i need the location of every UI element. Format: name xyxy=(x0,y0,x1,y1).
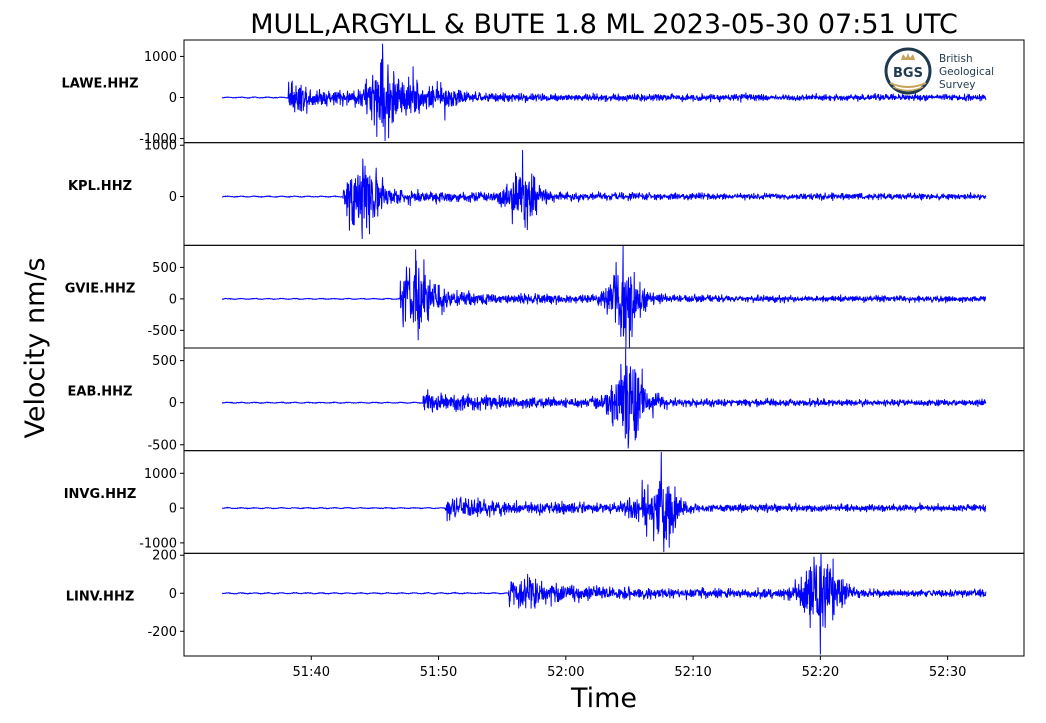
station-label: EAB.HHZ xyxy=(68,384,133,399)
station-label: GVIE.HHZ xyxy=(65,282,136,297)
panel-invg-hhz: INVG.HHZ 1000 0 -1000 xyxy=(64,450,1025,554)
y-tick-label: 1000 xyxy=(144,139,177,154)
x-tick-label: 51:50 xyxy=(420,665,457,680)
x-axis-label: Time xyxy=(570,683,637,714)
y-tick-label: 500 xyxy=(152,354,177,369)
logo-line-1: British xyxy=(939,53,973,65)
logo-arc xyxy=(889,82,927,88)
bgs-logo: BGS British Geological Survey xyxy=(884,47,994,95)
waveform-trace xyxy=(221,245,986,348)
waveform-trace xyxy=(221,553,987,655)
x-tick-label: 52:00 xyxy=(547,665,584,680)
logo-mark: BGS xyxy=(893,66,923,81)
logo-line-3: Survey xyxy=(939,79,976,91)
y-axis-label: Velocity nm/s xyxy=(20,257,51,438)
y-tick-label: -1000 xyxy=(139,132,177,147)
station-label: KPL.HHZ xyxy=(68,179,132,194)
panel-linv-hhz: LINV.HHZ 200 0 -200 xyxy=(66,549,1025,657)
logo-ring xyxy=(884,47,932,95)
y-tick-label: 1000 xyxy=(144,467,177,482)
x-tick-label: 52:20 xyxy=(802,665,839,680)
seismogram-panels: LAWE.HHZ 1000 0 -1000 KPL.HHZ 1000 0 GVIE.HHZ 50… xyxy=(61,39,1025,657)
waveform-trace xyxy=(221,149,987,240)
y-tick-label: -1000 xyxy=(139,536,177,551)
panel-lawe-hhz: LAWE.HHZ 1000 0 -1000 xyxy=(61,39,1025,147)
crown-icon xyxy=(901,53,915,60)
logo-line-2: Geological xyxy=(939,66,994,78)
y-tick-label: 500 xyxy=(152,261,177,276)
station-label: INVG.HHZ xyxy=(64,487,137,502)
logo-arc-2 xyxy=(892,86,924,92)
y-tick-label: 0 xyxy=(169,396,177,411)
waveform-trace xyxy=(221,348,987,449)
y-tick-label: 0 xyxy=(169,91,177,106)
chart-title: MULL,ARGYLL & BUTE 1.8 ML 2023-05-30 07:… xyxy=(250,9,958,40)
panel-frame xyxy=(183,552,1025,657)
panel-gvie-hhz: GVIE.HHZ 500 0 -500 xyxy=(65,244,1025,349)
panel-eab-hhz: EAB.HHZ 500 0 -500 xyxy=(68,347,1025,453)
y-tick-label: 200 xyxy=(152,549,177,564)
x-tick-label: 51:40 xyxy=(293,665,330,680)
y-tick-label: 0 xyxy=(169,587,177,602)
x-axis-ticks: 51:40 51:50 52:00 52:10 52:20 52:30 xyxy=(293,656,966,680)
y-tick-label: 0 xyxy=(169,190,177,205)
x-tick-label: 52:10 xyxy=(674,665,711,680)
y-tick-label: 1000 xyxy=(144,50,177,65)
station-label: LAWE.HHZ xyxy=(61,76,138,91)
panel-kpl-hhz: KPL.HHZ 1000 0 xyxy=(68,139,1025,246)
panel-frame xyxy=(183,142,1025,246)
station-label: LINV.HHZ xyxy=(66,590,135,605)
x-tick-label: 52:30 xyxy=(929,665,966,680)
y-tick-label: -200 xyxy=(147,625,177,640)
panel-frame xyxy=(183,450,1025,554)
y-tick-label: 0 xyxy=(169,292,177,307)
y-tick-label: -500 xyxy=(147,438,177,453)
y-tick-label: -500 xyxy=(147,324,177,339)
waveform-trace xyxy=(221,451,987,553)
waveform-trace xyxy=(221,43,987,142)
y-tick-label: 0 xyxy=(169,502,177,517)
